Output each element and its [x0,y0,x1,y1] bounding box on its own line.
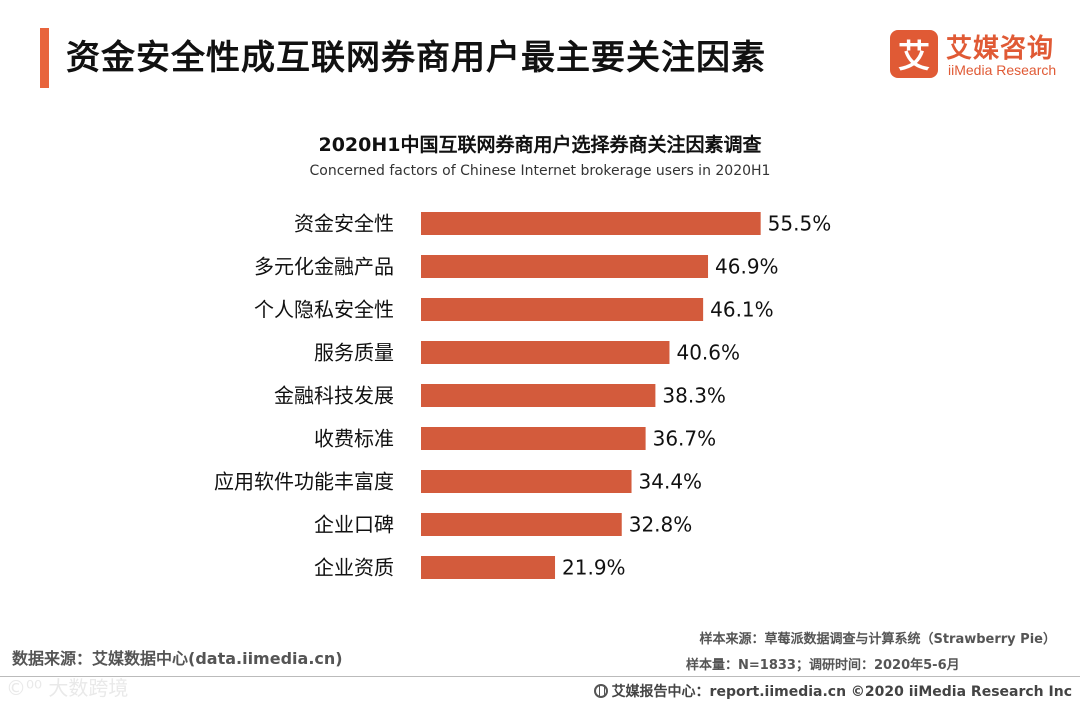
logo-name-en: iiMedia Research [948,62,1057,78]
category-label: 收费标准 [314,427,394,451]
bar [421,513,622,536]
category-label: 金融科技发展 [274,384,394,408]
logo-mark: 艾 [890,30,938,78]
value-label: 55.5% [768,212,832,236]
report-site-text: 艾媒报告中心：report.iimedia.cn ©2020 iiMedia R… [611,684,1072,700]
category-label: 应用软件功能丰富度 [214,470,394,494]
title-accent-bar [40,28,49,88]
sample-size: 样本量：N=1833；调研时间：2020年5-6月 [686,658,960,673]
bar [421,298,704,321]
value-label: 38.3% [662,384,726,408]
bar [421,255,709,278]
value-label: 46.1% [710,298,774,322]
value-label: 32.8% [629,513,693,537]
footer-report-site: 艾媒报告中心：report.iimedia.cn ©2020 iiMedia R… [593,681,1072,701]
value-label: 36.7% [653,427,717,451]
value-label: 34.4% [639,470,703,494]
iimedia-logo: 艾 艾媒咨询 iiMedia Research [890,30,1070,82]
page-title: 资金安全性成互联网券商用户最主要关注因素 [66,38,766,78]
category-label: 个人隐私安全性 [254,298,394,322]
bar [421,427,646,450]
value-label: 46.9% [715,255,779,279]
chart-subtitle: Concerned factors of Chinese Internet br… [309,163,771,179]
globe-icon [593,684,608,698]
bar [421,556,556,579]
category-label: 服务质量 [314,341,394,365]
data-source: 数据来源：艾媒数据中心(data.iimedia.cn) [12,649,343,668]
sample-source: 样本来源：草莓派数据调查与计算系统（Strawberry Pie） [699,632,1056,647]
bar [421,384,656,407]
logo-name-cn: 艾媒咨询 [946,34,1055,64]
category-label: 多元化金融产品 [254,255,394,279]
footer-divider [0,676,1080,677]
category-label: 资金安全性 [294,212,394,236]
category-label: 企业口碑 [314,513,394,537]
bar [421,470,632,493]
value-label: 21.9% [562,556,626,580]
bar [421,341,670,364]
bar [421,212,761,235]
watermark: ©⁰⁰ 大数跨境 [6,676,129,700]
chart-title: 2020H1中国互联网券商用户选择券商关注因素调查 [318,134,762,156]
category-label: 企业资质 [314,556,394,580]
value-label: 40.6% [676,341,740,365]
